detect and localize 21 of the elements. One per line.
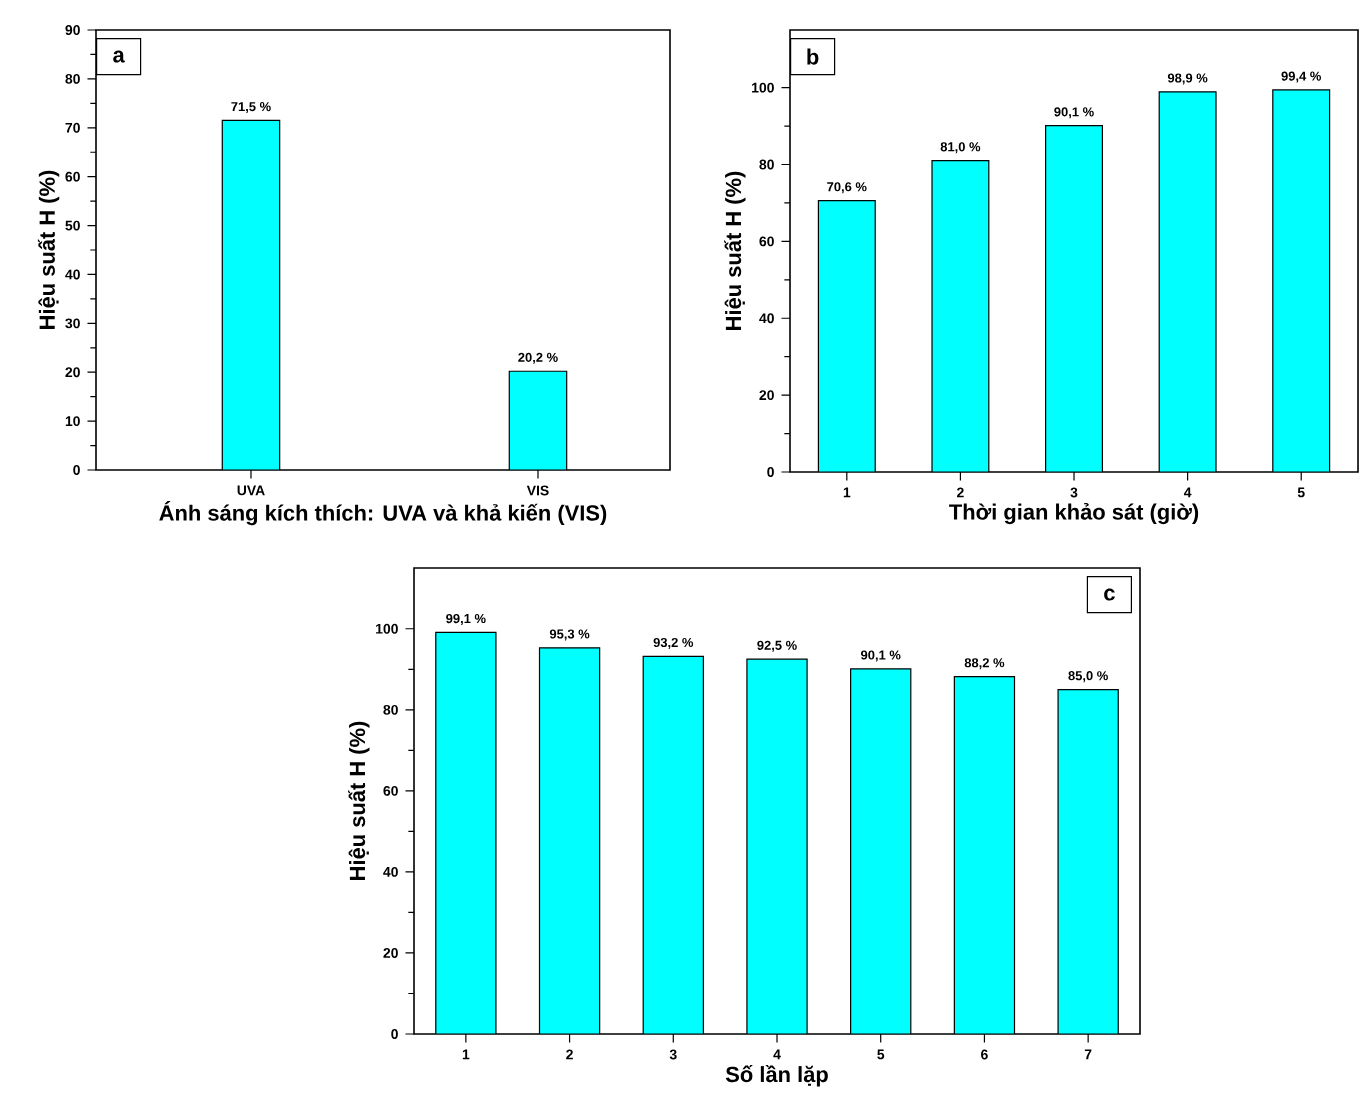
bar [1045, 125, 1104, 472]
bar [1057, 688, 1119, 1034]
annotation: c [1104, 588, 1115, 601]
x-axis-title: Số lần lặp [725, 1065, 828, 1087]
bar [850, 668, 912, 1034]
bar [931, 160, 990, 472]
bar [746, 658, 808, 1034]
bar [1272, 89, 1331, 472]
bar [953, 675, 1016, 1034]
annotation: a [113, 50, 125, 63]
bar [538, 647, 601, 1034]
bar [435, 631, 497, 1034]
y-axis-title: Hiệu suất H (%) [724, 171, 746, 330]
x-axis-title: Ánh sáng kích thích: UVA và khả kiến (VIS) [159, 501, 607, 526]
bar [642, 655, 704, 1034]
bar [1158, 91, 1217, 472]
bar [817, 200, 876, 472]
y-axis-title: Hiệu suất H (%) [37, 170, 60, 329]
y-axis-title: Hiệu suất H (%) [348, 721, 370, 880]
annotation: b [807, 48, 819, 65]
x-axis-title: Thời gian khảo sát (giờ) [949, 503, 1199, 525]
